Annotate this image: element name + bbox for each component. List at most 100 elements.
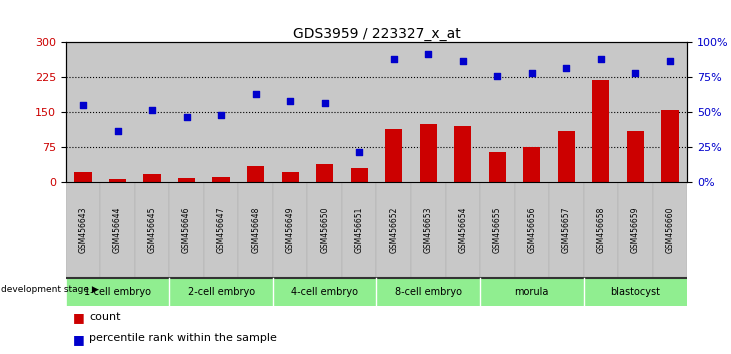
Bar — [66, 278, 170, 307]
Bar — [273, 278, 376, 307]
Bar — [308, 42, 342, 182]
Bar — [66, 182, 100, 278]
Bar — [135, 42, 170, 182]
Text: blastocyst: blastocyst — [610, 287, 660, 297]
Bar — [342, 42, 376, 182]
Bar — [618, 42, 653, 182]
Bar — [662, 110, 678, 182]
Text: 1-cell embryo: 1-cell embryo — [84, 287, 151, 297]
Bar — [653, 182, 687, 278]
Bar — [549, 182, 583, 278]
Text: ■: ■ — [73, 312, 85, 325]
Bar — [592, 80, 610, 182]
Bar — [213, 177, 230, 182]
Bar — [445, 42, 480, 182]
Bar — [376, 182, 411, 278]
Point — [664, 58, 675, 63]
Bar — [583, 182, 618, 278]
Bar — [420, 124, 437, 182]
Bar — [247, 166, 265, 182]
Title: GDS3959 / 223327_x_at: GDS3959 / 223327_x_at — [292, 28, 461, 41]
Bar — [653, 42, 687, 182]
Point — [181, 114, 192, 119]
Bar — [583, 278, 687, 307]
Bar — [549, 42, 583, 182]
Text: GSM456652: GSM456652 — [389, 207, 398, 253]
Bar — [376, 42, 411, 182]
Point — [319, 100, 330, 105]
Bar — [281, 172, 299, 182]
Bar — [66, 42, 100, 182]
Bar — [515, 182, 549, 278]
Text: GSM456648: GSM456648 — [251, 207, 260, 253]
Bar — [170, 42, 204, 182]
Text: GSM456657: GSM456657 — [562, 207, 571, 253]
Bar — [178, 178, 195, 182]
Point — [526, 70, 538, 76]
Text: GSM456650: GSM456650 — [320, 207, 329, 253]
Point — [457, 58, 469, 63]
Text: GSM456655: GSM456655 — [493, 207, 501, 253]
Text: GSM456643: GSM456643 — [78, 207, 88, 253]
Bar — [135, 182, 170, 278]
Bar — [558, 131, 575, 182]
Text: 8-cell embryo: 8-cell embryo — [395, 287, 462, 297]
Text: ■: ■ — [73, 333, 85, 346]
Point — [250, 91, 262, 97]
Bar — [273, 42, 308, 182]
Bar — [454, 126, 471, 182]
Bar — [583, 42, 618, 182]
Point — [146, 107, 158, 113]
Bar — [100, 182, 135, 278]
Bar — [109, 179, 126, 182]
Bar — [143, 174, 161, 182]
Text: percentile rank within the sample: percentile rank within the sample — [89, 333, 277, 343]
Point — [561, 65, 572, 70]
Text: morula: morula — [515, 287, 549, 297]
Text: GSM456658: GSM456658 — [596, 207, 605, 253]
Text: GSM456654: GSM456654 — [458, 207, 467, 253]
Bar — [342, 182, 376, 278]
Point — [388, 56, 400, 62]
Point — [423, 51, 434, 57]
Text: GSM456649: GSM456649 — [286, 207, 295, 253]
Text: development stage ▶: development stage ▶ — [1, 285, 99, 294]
Point — [491, 73, 503, 79]
Bar — [170, 182, 204, 278]
Point — [595, 56, 607, 62]
Text: GSM456656: GSM456656 — [527, 207, 537, 253]
Bar — [238, 182, 273, 278]
Point — [215, 112, 227, 118]
Text: count: count — [89, 312, 121, 321]
Text: GSM456647: GSM456647 — [216, 207, 226, 253]
Bar — [238, 42, 273, 182]
Bar — [308, 182, 342, 278]
Point — [112, 128, 124, 133]
Text: GSM456644: GSM456644 — [113, 207, 122, 253]
Bar — [618, 182, 653, 278]
Bar — [75, 172, 91, 182]
Bar — [445, 182, 480, 278]
Bar — [411, 182, 445, 278]
Bar — [626, 131, 644, 182]
Bar — [100, 42, 135, 182]
Text: GSM456645: GSM456645 — [148, 207, 156, 253]
Bar — [351, 168, 368, 182]
Bar — [170, 278, 273, 307]
Bar — [204, 182, 238, 278]
Point — [284, 98, 296, 104]
Text: GSM456646: GSM456646 — [182, 207, 191, 253]
Bar — [411, 42, 445, 182]
Text: 4-cell embryo: 4-cell embryo — [291, 287, 358, 297]
Text: GSM456653: GSM456653 — [424, 207, 433, 253]
Point — [629, 70, 641, 76]
Bar — [480, 182, 515, 278]
Bar — [523, 147, 540, 182]
Text: GSM456651: GSM456651 — [355, 207, 364, 253]
Bar — [480, 42, 515, 182]
Bar — [515, 42, 549, 182]
Bar — [316, 164, 333, 182]
Bar — [273, 182, 308, 278]
Text: GSM456659: GSM456659 — [631, 207, 640, 253]
Bar — [488, 152, 506, 182]
